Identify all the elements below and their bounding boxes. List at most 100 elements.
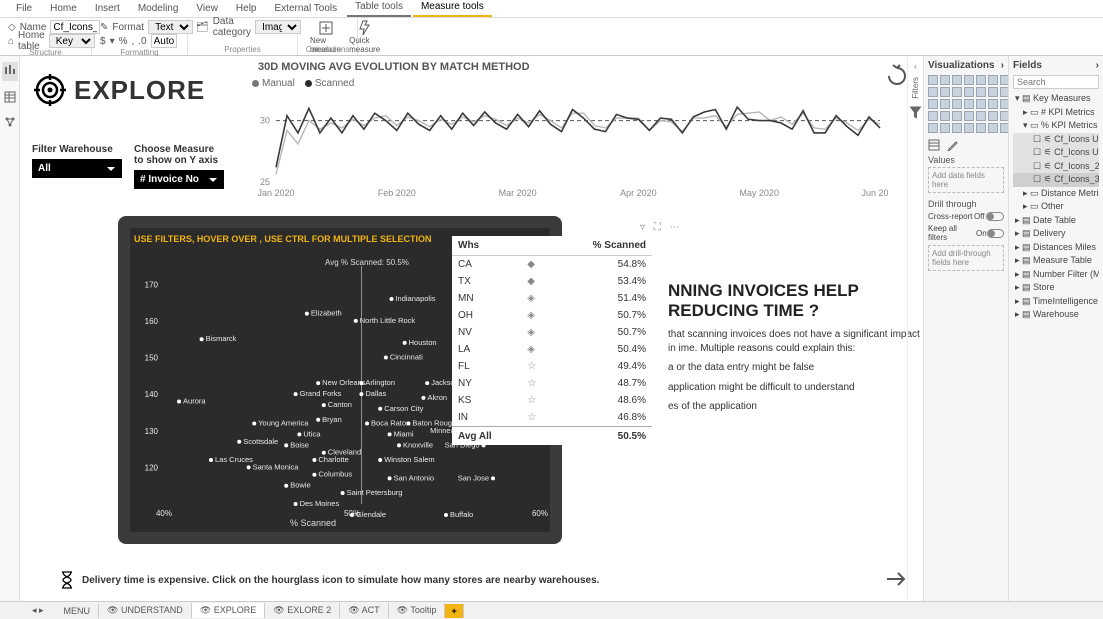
svg-text:May 2020: May 2020 xyxy=(739,188,779,198)
drill-label: Drill through xyxy=(928,199,1004,209)
ribbon-tab-file[interactable]: File xyxy=(8,0,40,17)
collapse-viz-icon[interactable]: › xyxy=(1001,60,1004,71)
keep-filters-toggle[interactable] xyxy=(987,229,1004,238)
visual-header-menu[interactable]: ▿ ⛶ ⋯ xyxy=(640,222,683,233)
svg-text:60%: 60% xyxy=(532,509,548,518)
model-view-icon[interactable] xyxy=(4,116,16,131)
svg-text:25: 25 xyxy=(260,177,270,187)
field-distances-miles[interactable]: ▸ ▤ Distances Miles xyxy=(1013,241,1099,255)
svg-text:Scottsdale: Scottsdale xyxy=(243,437,278,446)
home-table-select[interactable]: Key Measures xyxy=(49,34,95,48)
field-cf-icons-unicode[interactable]: ☐ ⚟ Cf_Icons Unicode xyxy=(1013,146,1099,160)
fields-pane: Fields› ▾ ▤ Key Measures▸ ▭ # KPI Metric… xyxy=(1008,56,1103,601)
field-date-table[interactable]: ▸ ▤ Date Table xyxy=(1013,214,1099,228)
ribbon-tab-insert[interactable]: Insert xyxy=(87,0,128,17)
svg-text:Grand Forks: Grand Forks xyxy=(300,389,342,398)
svg-text:40%: 40% xyxy=(156,509,172,518)
svg-text:Jan 2020: Jan 2020 xyxy=(257,188,294,198)
page-tab-understand[interactable]: 👁 UNDERSTAND xyxy=(99,603,192,618)
ribbon-tab-help[interactable]: Help xyxy=(228,0,265,17)
cross-report-toggle[interactable] xyxy=(986,212,1004,221)
viz-pane-title: Visualizations xyxy=(928,60,995,71)
ribbon-tab-view[interactable]: View xyxy=(188,0,226,17)
currency-btn[interactable]: $ xyxy=(100,36,106,47)
svg-text:Glendale: Glendale xyxy=(356,510,386,519)
page-tab-explore[interactable]: 👁 EXPLORE xyxy=(192,603,265,618)
svg-text:Bismarck: Bismarck xyxy=(206,334,237,343)
filters-pane-collapsed[interactable]: ‹Filters xyxy=(907,56,923,601)
page-tab-act[interactable]: 👁 ACT xyxy=(340,603,388,618)
filter-measure-dropdown[interactable]: # Invoice No xyxy=(134,170,224,189)
format-select[interactable]: Text xyxy=(148,20,193,34)
field-cf-icons-unichar[interactable]: ☐ ⚟ Cf_Icons Unichar xyxy=(1013,133,1099,147)
field-measure-table[interactable]: ▸ ▤ Measure Table xyxy=(1013,254,1099,268)
filter-warehouse-label: Filter Warehouse xyxy=(32,144,122,155)
field-timeintelligence[interactable]: ▸ ▤ TimeIntelligence xyxy=(1013,295,1099,309)
data-cat-label: Data category xyxy=(213,16,251,38)
svg-text:Jun 2020: Jun 2020 xyxy=(861,188,888,198)
filter-warehouse-dropdown[interactable]: All xyxy=(32,159,122,178)
field-other[interactable]: ▸ ▭ Other xyxy=(1013,200,1099,214)
page-tab-exlore-2[interactable]: 👁 EXLORE 2 xyxy=(265,603,340,618)
fields-tab-icon[interactable] xyxy=(928,139,940,151)
ribbon-tab-measure-tools[interactable]: Measure tools xyxy=(413,0,492,17)
ribbon-tab-external-tools[interactable]: External Tools xyxy=(267,0,346,17)
add-page-btn[interactable]: + xyxy=(445,604,463,618)
field-key-measures[interactable]: ▾ ▤ Key Measures xyxy=(1013,92,1099,106)
svg-text:Dallas: Dallas xyxy=(365,389,386,398)
values-dropzone[interactable]: Add data fields here xyxy=(928,167,1004,193)
field-warehouse[interactable]: ▸ ▤ Warehouse xyxy=(1013,308,1099,322)
svg-text:Des Moines: Des Moines xyxy=(300,499,340,508)
ribbon-tab-home[interactable]: Home xyxy=(42,0,85,17)
scatter-xlabel: % Scanned xyxy=(290,518,336,528)
viz-gallery[interactable] xyxy=(928,75,1004,133)
svg-text:Bryan: Bryan xyxy=(322,415,342,424)
linechart-legend: ManualScanned xyxy=(252,78,354,89)
data-cat-select[interactable]: Image URL xyxy=(255,20,301,34)
svg-text:Akron: Akron xyxy=(427,393,447,402)
collapse-fields-icon[interactable]: › xyxy=(1096,60,1099,71)
field-number-filter-miles-[interactable]: ▸ ▤ Number Filter (Miles) xyxy=(1013,268,1099,282)
svg-text:Carson City: Carson City xyxy=(384,404,423,413)
fields-search-input[interactable] xyxy=(1013,75,1099,89)
back-button[interactable] xyxy=(883,62,909,91)
report-view-icon[interactable] xyxy=(2,62,18,81)
report-canvas: EXPLORE Filter Warehouse All Choose Meas… xyxy=(20,56,923,601)
drill-dropzone[interactable]: Add drill-through fields here xyxy=(928,245,1004,271)
svg-text:Santa Monica: Santa Monica xyxy=(253,462,300,471)
format-tab-icon[interactable] xyxy=(946,139,958,151)
field-distance-metrics[interactable]: ▸ ▭ Distance Metrics xyxy=(1013,187,1099,201)
svg-text:San Antonio: San Antonio xyxy=(394,473,434,482)
field-cf-icons-3[interactable]: ☐ ⚟ Cf_Icons_3 xyxy=(1013,173,1099,187)
field--kpi-metrics[interactable]: ▸ ▭ # KPI Metrics xyxy=(1013,106,1099,120)
field-cf-icons-2[interactable]: ☐ ⚟ Cf_Icons_2 xyxy=(1013,160,1099,174)
ribbon-tab-modeling[interactable]: Modeling xyxy=(130,0,187,17)
comma-btn[interactable]: , xyxy=(132,36,135,47)
whs-table[interactable]: Whs% ScannedCA◆54.8%TX◆53.4%MN◈51.4%OH◈5… xyxy=(452,236,652,445)
svg-text:160: 160 xyxy=(145,317,159,326)
hourglass-icon[interactable] xyxy=(60,571,74,589)
page-tab-tooltip[interactable]: 👁 Tooltip xyxy=(389,603,446,618)
data-view-icon[interactable] xyxy=(4,91,16,106)
calc-group: Calculations xyxy=(298,45,357,54)
fields-tree[interactable]: ▾ ▤ Key Measures▸ ▭ # KPI Metrics▾ ▭ % K… xyxy=(1013,92,1099,322)
field-store[interactable]: ▸ ▤ Store xyxy=(1013,281,1099,295)
next-button[interactable] xyxy=(883,566,909,595)
cross-report-label: Cross-report xyxy=(928,212,972,221)
field--kpi-metrics[interactable]: ▾ ▭ % KPI Metrics xyxy=(1013,119,1099,133)
field-delivery[interactable]: ▸ ▤ Delivery xyxy=(1013,227,1099,241)
page-tab-menu[interactable]: MENU xyxy=(56,604,100,618)
percent-btn[interactable]: % xyxy=(119,36,128,47)
ribbon-tab-table-tools[interactable]: Table tools xyxy=(347,0,411,17)
svg-text:Aurora: Aurora xyxy=(183,396,206,405)
svg-text:San Jose: San Jose xyxy=(458,473,489,482)
svg-text:Young America: Young America xyxy=(258,418,309,427)
left-nav xyxy=(0,56,20,601)
line-chart[interactable]: 2530Jan 2020Feb 2020Mar 2020Apr 2020May … xyxy=(248,92,888,198)
dec-input[interactable] xyxy=(151,34,177,48)
svg-text:Cincinnati: Cincinnati xyxy=(390,353,423,362)
values-label: Values xyxy=(928,155,1004,165)
svg-text:Elizabeth: Elizabeth xyxy=(311,309,342,318)
svg-text:Winston Salem: Winston Salem xyxy=(384,455,434,464)
svg-text:Canton: Canton xyxy=(328,400,352,409)
